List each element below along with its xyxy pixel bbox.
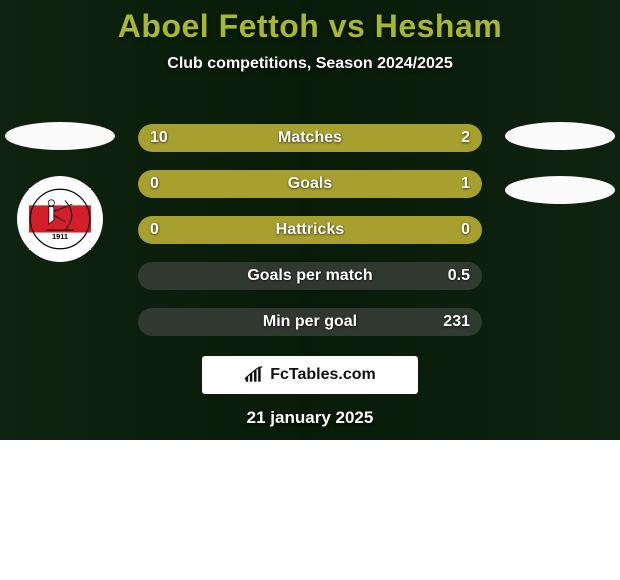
stat-fill-left	[138, 124, 406, 152]
white-bottom-block	[0, 440, 620, 580]
stat-value-left: 0	[150, 216, 159, 244]
left-flag-pill	[5, 122, 115, 150]
stat-value-left: 10	[150, 124, 168, 152]
stat-value-right: 0.5	[448, 262, 470, 290]
page-subtitle: Club competitions, Season 2024/2025	[0, 55, 620, 73]
stat-value-right: 2	[461, 124, 470, 152]
stat-row-goals-per-match: Goals per match 0.5	[138, 262, 482, 290]
left-club-crest: 1911	[17, 176, 103, 262]
stat-value-right: 1	[461, 170, 470, 198]
page-title: Aboel Fettoh vs Hesham	[0, 8, 620, 45]
stat-row-hattricks: 0 Hattricks 0	[138, 216, 482, 244]
stat-label: Hattricks	[276, 216, 344, 244]
stat-fill-left	[138, 170, 203, 198]
stat-fill-right	[203, 170, 482, 198]
comparison-card: Aboel Fettoh vs Hesham Club competitions…	[0, 0, 620, 440]
stat-label: Matches	[278, 124, 342, 152]
right-player-column	[505, 122, 615, 204]
stat-row-goals: 0 Goals 1	[138, 170, 482, 198]
stat-row-matches: 10 Matches 2	[138, 124, 482, 152]
chart-icon	[244, 366, 264, 384]
stat-bars: 10 Matches 2 0 Goals 1 0 Hattricks 0 Goa…	[138, 124, 482, 354]
right-flag-pill-1	[505, 122, 615, 150]
source-label: FcTables.com	[270, 366, 376, 384]
stat-value-right: 231	[443, 308, 470, 336]
right-flag-pill-2	[505, 176, 615, 204]
stat-label: Min per goal	[263, 308, 357, 336]
stat-value-right: 0	[461, 216, 470, 244]
stat-value-left: 0	[150, 170, 159, 198]
source-badge: FcTables.com	[202, 356, 418, 394]
stat-fill-right	[406, 124, 482, 152]
stat-label: Goals	[288, 170, 332, 198]
svg-text:1911: 1911	[52, 232, 68, 241]
stat-row-min-per-goal: Min per goal 231	[138, 308, 482, 336]
snapshot-date: 21 january 2025	[247, 408, 374, 428]
stat-label: Goals per match	[247, 262, 372, 290]
left-player-column: 1911	[5, 122, 115, 262]
zamalek-icon: 1911	[29, 188, 91, 250]
